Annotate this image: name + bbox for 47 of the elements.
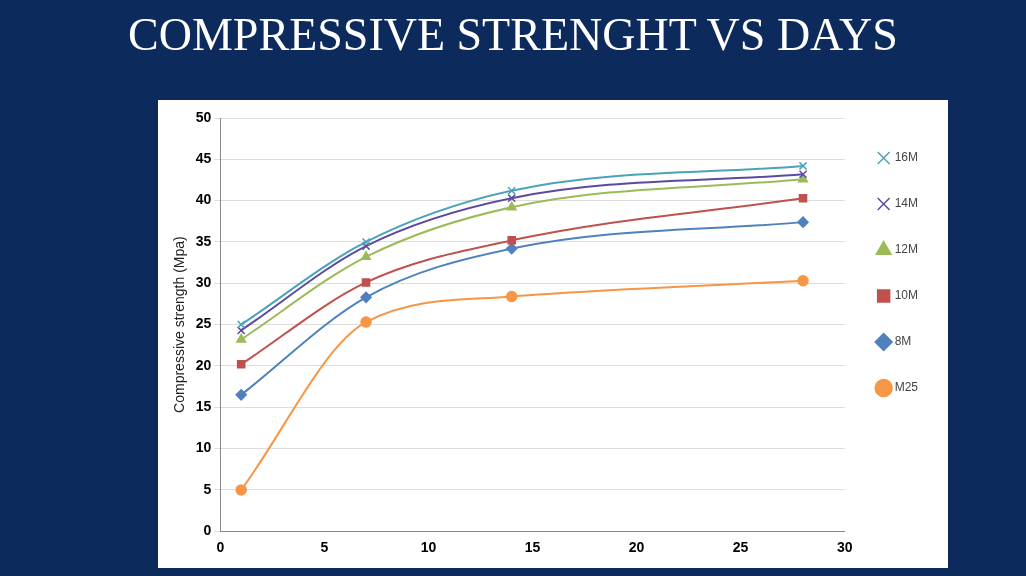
y-tick-label: 25 bbox=[195, 315, 212, 332]
point bbox=[236, 333, 247, 343]
x-tick-label: 30 bbox=[836, 539, 853, 556]
x-tick-label: 25 bbox=[732, 539, 749, 556]
chart-title: COMPRESSIVE STRENGHT VS DAYS bbox=[127, 8, 899, 61]
y-tick-label: 35 bbox=[195, 232, 212, 249]
point bbox=[236, 359, 246, 369]
y-tick-label: 45 bbox=[195, 150, 212, 167]
point bbox=[507, 236, 516, 245]
legend-label: 8M bbox=[894, 334, 912, 349]
x-tick-label: 0 bbox=[216, 539, 225, 556]
point bbox=[235, 484, 247, 496]
y-tick-label: 40 bbox=[195, 191, 212, 208]
y-tick-label: 20 bbox=[195, 356, 212, 373]
legend-label: 16M bbox=[894, 150, 918, 165]
point bbox=[235, 389, 247, 401]
legend-label: 12M bbox=[894, 242, 918, 257]
x-tick-label: 15 bbox=[524, 539, 541, 556]
y-tick-label: 0 bbox=[203, 522, 212, 539]
point bbox=[236, 320, 246, 329]
y-tick-label: 50 bbox=[195, 108, 212, 125]
x-tick-label: 10 bbox=[420, 539, 437, 556]
legend-label: 10M bbox=[894, 288, 918, 303]
point bbox=[505, 290, 518, 303]
point bbox=[798, 161, 808, 171]
point bbox=[798, 169, 808, 179]
point bbox=[360, 251, 372, 261]
point bbox=[798, 193, 808, 203]
y-axis-title: Compressive strength (Mpa) bbox=[171, 236, 188, 413]
point bbox=[507, 186, 516, 196]
point bbox=[797, 216, 809, 228]
legend-label: 14M bbox=[894, 196, 918, 211]
x-tick-label: 20 bbox=[628, 539, 645, 556]
point bbox=[360, 291, 372, 304]
point bbox=[361, 237, 371, 247]
point bbox=[507, 193, 516, 203]
point bbox=[236, 326, 246, 335]
y-tick-label: 5 bbox=[203, 480, 212, 497]
legend-label: M25 bbox=[894, 380, 919, 395]
y-tick-label: 10 bbox=[195, 439, 212, 456]
point bbox=[506, 201, 517, 211]
point bbox=[797, 275, 809, 287]
y-tick-label: 30 bbox=[195, 274, 212, 291]
point bbox=[360, 316, 372, 328]
point bbox=[361, 278, 371, 287]
y-tick-label: 15 bbox=[195, 398, 212, 415]
x-tick-label: 5 bbox=[320, 539, 329, 556]
